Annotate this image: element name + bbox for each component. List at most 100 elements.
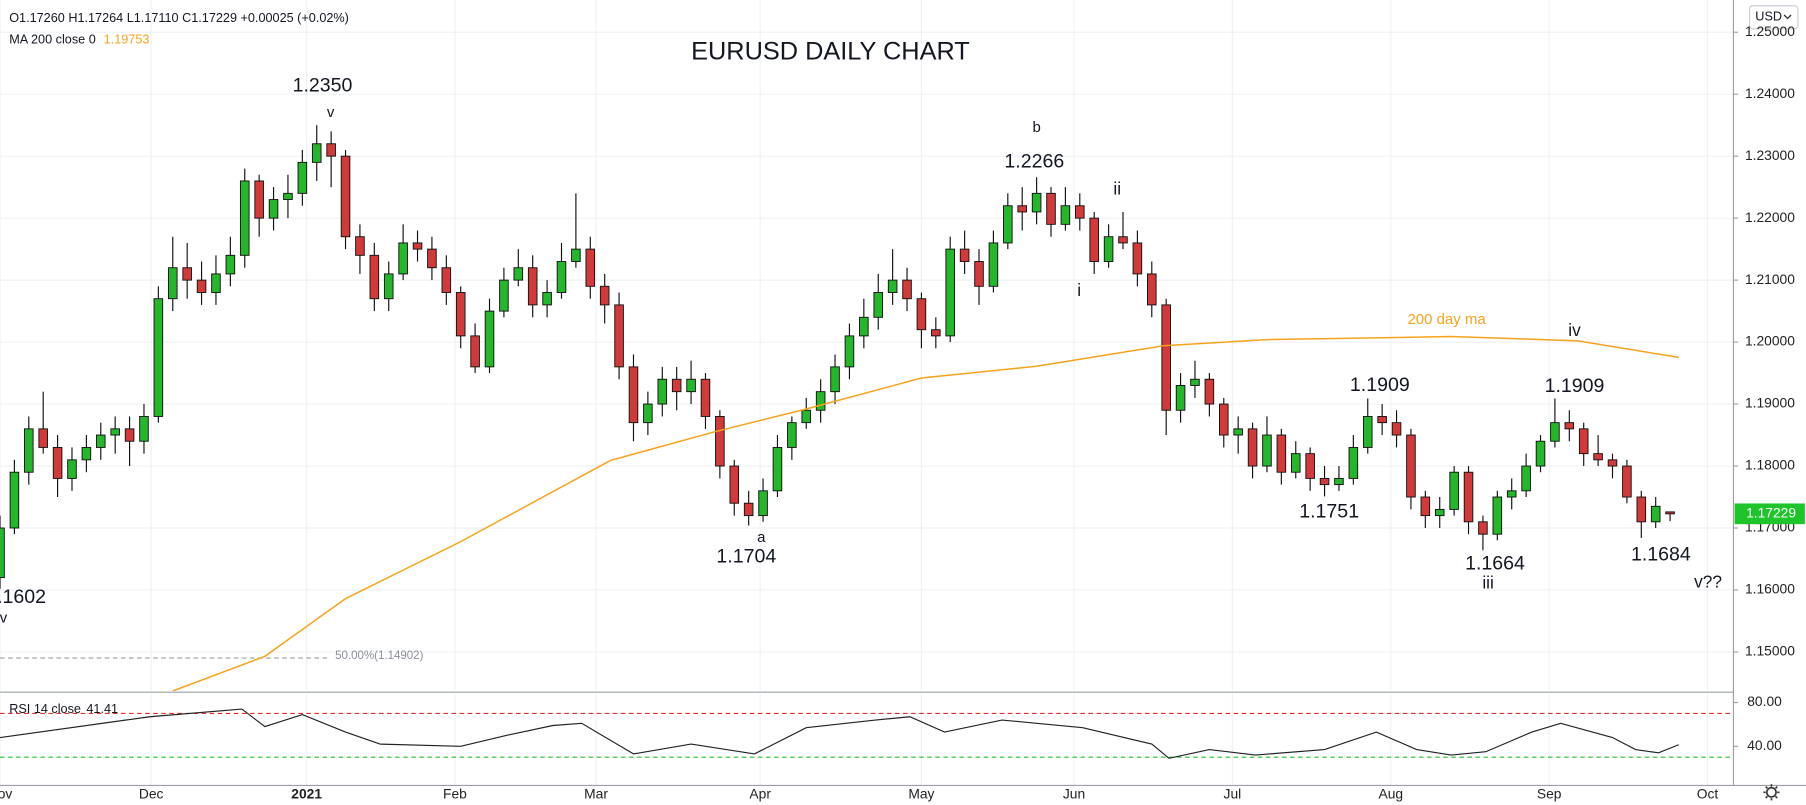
candle-body: [945, 248, 956, 337]
y-tick-label: 1.21000: [1745, 271, 1795, 287]
candle-body: [326, 143, 336, 157]
candle-body: [988, 242, 999, 287]
candle-body: [1391, 422, 1402, 436]
candle-body: [1290, 453, 1301, 473]
candle-body: [499, 279, 509, 312]
candle-body: [1420, 496, 1431, 517]
wave-annotation: v??: [1694, 571, 1722, 591]
candle-body: [542, 292, 552, 306]
candle-body: [1305, 453, 1315, 479]
ohlc-header: O1.17260 H1.17264 L1.17110 C1.17229 +0.0…: [9, 11, 349, 25]
candle-body: [297, 161, 308, 194]
x-tick-label: Dec: [139, 785, 164, 801]
currency-label[interactable]: USD: [1755, 10, 1782, 24]
candle-body: [1492, 496, 1503, 535]
candle-body: [1075, 205, 1085, 219]
candle-body: [455, 292, 466, 337]
candle-body: [931, 329, 941, 337]
candle-body: [1521, 465, 1531, 492]
wave-annotation: ii: [1113, 179, 1121, 199]
candle-body: [1406, 434, 1416, 498]
candle-body: [268, 199, 279, 219]
currency-chevron[interactable]: [1783, 14, 1792, 20]
wave-annotation: a: [757, 529, 766, 546]
ma-line: [172, 335, 1679, 691]
candle-body: [52, 446, 63, 479]
y-tick-label: 1.25000: [1745, 23, 1795, 39]
candle-body: [1003, 205, 1013, 244]
candle-body: [887, 279, 898, 293]
candle-body: [1564, 422, 1575, 430]
wave-annotation: 1.1704: [716, 546, 776, 568]
x-tick-label: Oct: [1697, 785, 1719, 801]
currency-button[interactable]: [1748, 5, 1799, 30]
wave-annotation: 1.2266: [1004, 151, 1064, 173]
candle-body: [1204, 378, 1215, 405]
candle-body: [902, 279, 912, 300]
candle-body: [729, 465, 740, 504]
candle-body: [772, 446, 783, 492]
rsi-line: [0, 708, 1679, 759]
candle-body: [1334, 477, 1344, 486]
price-badge: [1734, 503, 1805, 525]
candle-body: [369, 254, 380, 300]
x-tick-label: Mar: [584, 785, 608, 801]
candle-body: [1665, 511, 1675, 515]
candle-body: [1578, 428, 1589, 455]
wave-annotation: v: [0, 609, 8, 626]
candle-body: [1031, 192, 1042, 213]
candle-body: [1103, 236, 1114, 262]
candle-body: [67, 459, 77, 479]
wave-annotation: 1.1602: [0, 586, 46, 608]
grid: [0, 0, 1734, 786]
candle-body: [1175, 385, 1186, 411]
x-tick-label: Aug: [1378, 785, 1403, 801]
candle-body: [398, 242, 408, 275]
wave-annotation: i: [1077, 280, 1081, 300]
candle-body: [715, 415, 725, 467]
candle-body: [513, 267, 524, 281]
candle-body: [355, 236, 365, 256]
y-tick-label: 1.24000: [1745, 85, 1795, 101]
candle-body: [1463, 471, 1474, 523]
y-tick-label: 1.15000: [1745, 643, 1795, 659]
candle-body: [801, 409, 812, 424]
wave-annotation: 1.1909: [1545, 375, 1605, 397]
candle-body: [1190, 378, 1200, 386]
settings-icon[interactable]: [1763, 784, 1780, 801]
candle-body: [859, 316, 869, 337]
candle-body: [974, 261, 984, 287]
chart-title: EURUSD DAILY CHART: [691, 38, 970, 66]
candle-body: [412, 242, 423, 250]
rsi-tick-label: 80.00: [1747, 693, 1782, 709]
candle-body: [1017, 205, 1027, 213]
ma-legend-value: 1.19753: [104, 33, 150, 47]
candle-body: [1362, 415, 1373, 448]
candle-body: [167, 267, 178, 300]
candle-body: [225, 254, 236, 275]
candle-body: [427, 248, 437, 269]
settings-gear[interactable]: [1766, 786, 1777, 798]
candle-body: [1607, 459, 1618, 467]
candle-body: [254, 180, 264, 219]
candle-body: [211, 273, 221, 293]
candle-body: [1449, 471, 1459, 510]
candle-body: [383, 273, 394, 300]
candle-body: [124, 428, 135, 442]
candle-body: [643, 403, 653, 424]
candle-body: [196, 279, 207, 293]
candle-body: [599, 285, 610, 306]
candle-body: [340, 155, 351, 238]
candle-body: [311, 143, 322, 163]
settings-teeth[interactable]: [1763, 784, 1780, 801]
ma-legend: MA 200 close 0: [9, 33, 96, 47]
rsi-tick-label: 40.00: [1747, 737, 1782, 753]
candle-body: [1161, 304, 1171, 411]
x-tick-label: Apr: [749, 785, 771, 801]
wave-annotation: 1.1751: [1299, 501, 1359, 523]
x-tick-label: May: [908, 785, 934, 801]
candle-body: [873, 292, 884, 318]
